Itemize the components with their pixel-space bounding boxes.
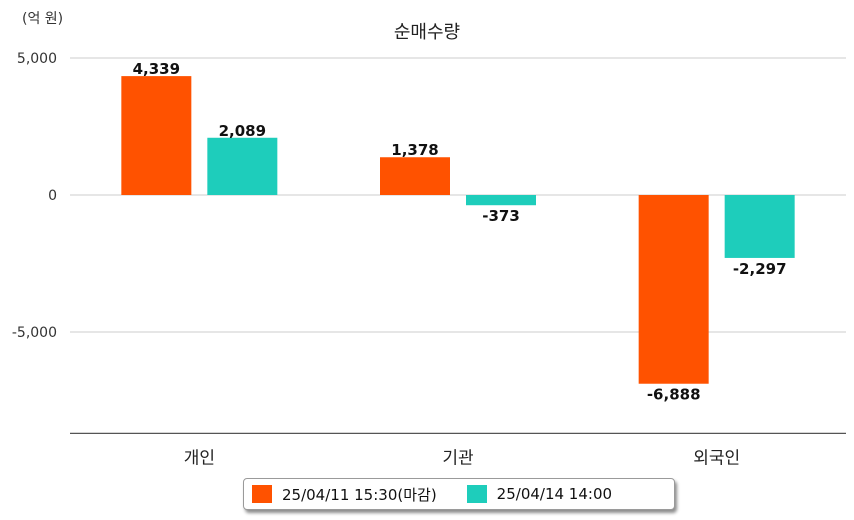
unit-label: (억 원) bbox=[22, 11, 64, 27]
bar bbox=[724, 195, 795, 258]
y-tick-label: 0 bbox=[48, 188, 57, 204]
y-tick-label: -5,000 bbox=[12, 325, 57, 341]
data-label: 1,378 bbox=[391, 141, 438, 159]
legend-item-series2[interactable]: 25/04/14 14:00 bbox=[466, 485, 613, 503]
legend: 25/04/11 15:30(마감) 25/04/14 14:00 bbox=[243, 478, 675, 510]
legend-swatch-series2 bbox=[466, 485, 487, 503]
bar bbox=[638, 195, 709, 384]
bar bbox=[207, 137, 278, 195]
chart-title: 순매수량 bbox=[393, 22, 461, 43]
legend-swatch-series1 bbox=[252, 485, 272, 503]
legend-item-series1[interactable]: 25/04/11 15:30(마감) bbox=[252, 484, 437, 505]
x-tick-label: 외국인 bbox=[693, 448, 740, 468]
bar-chart: 5,000 0 -5,000 4,339 2,089 개인 1,378 -373 기관 -6,88… bbox=[12, 51, 846, 468]
data-label: 2,089 bbox=[219, 122, 266, 140]
x-tick-label: 기관 bbox=[442, 448, 473, 468]
legend-label-series2: 25/04/14 14:00 bbox=[496, 485, 613, 503]
data-label: -2,297 bbox=[733, 260, 787, 278]
data-label: 4,339 bbox=[133, 60, 180, 78]
legend-label-series1: 25/04/11 15:30(마감) bbox=[282, 485, 437, 504]
bar bbox=[380, 157, 450, 195]
x-tick-label: 개인 bbox=[184, 448, 215, 468]
bar bbox=[121, 76, 192, 195]
bar bbox=[466, 195, 536, 206]
data-label: -373 bbox=[482, 207, 520, 225]
data-label: -6,888 bbox=[647, 386, 701, 404]
y-tick-label: 5,000 bbox=[17, 51, 57, 67]
